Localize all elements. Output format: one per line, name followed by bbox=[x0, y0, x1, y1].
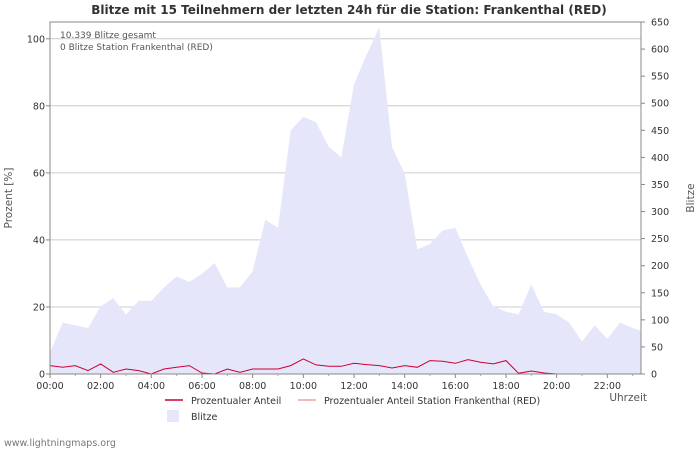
legend: Prozentualer Anteil Prozentualer Anteil S… bbox=[165, 396, 540, 423]
y-left-tick-100: 100 bbox=[27, 34, 45, 45]
legend-label-1: Prozentualer Anteil Station Frankenthal … bbox=[324, 396, 540, 407]
y-right-tick-300: 300 bbox=[651, 207, 669, 218]
x-tick-16:00: 16:00 bbox=[442, 381, 469, 392]
y-right-tick-100: 100 bbox=[651, 315, 669, 326]
series-blitze-area bbox=[50, 27, 641, 375]
x-tick-10:00: 10:00 bbox=[290, 381, 317, 392]
y-left-tick-20: 20 bbox=[33, 302, 45, 313]
y-axis-right-label: Blitze bbox=[685, 183, 697, 212]
y-left-tick-40: 40 bbox=[33, 235, 45, 246]
x-tick-18:00: 18:00 bbox=[492, 381, 519, 392]
legend-swatch-2 bbox=[167, 410, 179, 422]
x-tick-04:00: 04:00 bbox=[138, 381, 165, 392]
x-tick-22:00: 22:00 bbox=[594, 381, 621, 392]
x-tick-02:00: 02:00 bbox=[87, 381, 114, 392]
x-tick-00:00: 00:00 bbox=[36, 381, 63, 392]
source-credit: www.lightningmaps.org bbox=[4, 438, 116, 449]
plot-frame bbox=[49, 21, 642, 375]
y-left-tick-80: 80 bbox=[33, 101, 45, 112]
y-right-tick-400: 400 bbox=[651, 153, 669, 164]
x-tick-14:00: 14:00 bbox=[391, 381, 418, 392]
y-right-tick-550: 550 bbox=[651, 72, 669, 83]
blitze-area-layer bbox=[49, 27, 642, 375]
x-tick-06:00: 06:00 bbox=[188, 381, 215, 392]
y-axis-left-label: Prozent [%] bbox=[3, 168, 15, 229]
y-right-tick-650: 650 bbox=[651, 18, 669, 29]
x-tick-20:00: 20:00 bbox=[543, 381, 570, 392]
legend-label-0: Prozentualer Anteil bbox=[191, 396, 281, 407]
x-tick-12:00: 12:00 bbox=[340, 381, 367, 392]
y-right-tick-0: 0 bbox=[651, 370, 657, 381]
y-right-tick-500: 500 bbox=[651, 99, 669, 110]
y-right-tick-50: 50 bbox=[651, 342, 663, 353]
x-tick-08:00: 08:00 bbox=[239, 381, 266, 392]
y-right-tick-350: 350 bbox=[651, 180, 669, 191]
legend-label-2: Blitze bbox=[191, 412, 218, 423]
y-right-tick-150: 150 bbox=[651, 288, 669, 299]
x-axis-label: Uhrzeit bbox=[609, 392, 647, 404]
y-left-tick-0: 0 bbox=[39, 370, 45, 381]
y-right-tick-200: 200 bbox=[651, 261, 669, 272]
y-right-tick-600: 600 bbox=[651, 45, 669, 56]
axis-ticks: 0 20 40 60 80 100 0 50 100 150 200 250 300 350 400 450 5… bbox=[27, 18, 669, 393]
y-right-tick-450: 450 bbox=[651, 126, 669, 137]
chart-title: Blitze mit 15 Teilnehmern der letzten 24… bbox=[91, 3, 606, 17]
y-left-tick-60: 60 bbox=[33, 168, 45, 179]
series-prozentualer-anteil-line bbox=[49, 358, 641, 375]
station-strikes-annotation: 0 Blitze Station Frankenthal (RED) bbox=[60, 43, 213, 53]
y-right-tick-250: 250 bbox=[651, 234, 669, 245]
total-strikes-annotation: 10.339 Blitze gesamt bbox=[60, 31, 156, 41]
